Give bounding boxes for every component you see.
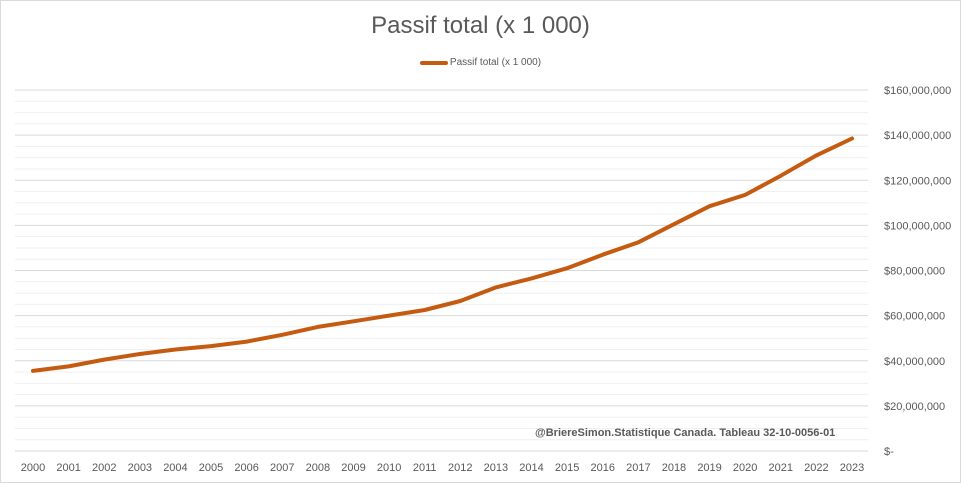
y-tick-label: $80,000,000: [884, 266, 945, 278]
x-tick-label: 2023: [840, 462, 864, 474]
x-tick-label: 2009: [341, 462, 365, 474]
source-annotation: @BriereSimon.Statistique Canada. Tableau…: [535, 427, 835, 439]
x-tick-label: 2006: [234, 462, 258, 474]
x-tick-label: 2000: [21, 462, 45, 474]
x-tick-label: 2007: [270, 462, 294, 474]
x-tick-label: 2005: [199, 462, 223, 474]
x-tick-label: 2018: [662, 462, 686, 474]
x-tick-label: 2017: [626, 462, 650, 474]
x-tick-label: 2013: [484, 462, 508, 474]
series-line: [31, 136, 854, 373]
x-tick-label: 2010: [377, 462, 401, 474]
y-tick-label: $60,000,000: [884, 311, 945, 323]
y-tick-label: $20,000,000: [884, 401, 945, 413]
x-tick-label: 2014: [519, 462, 543, 474]
gridlines: [15, 89, 868, 452]
legend-label: Passif total (x 1 000): [449, 57, 542, 68]
x-tick-label: 2020: [733, 462, 757, 474]
y-tick-label: $-: [884, 446, 894, 458]
y-tick-label: $100,000,000: [884, 220, 951, 232]
x-tick-label: 2019: [697, 462, 721, 474]
x-tick-label: 2011: [413, 462, 437, 474]
y-tick-label: $140,000,000: [884, 130, 951, 142]
x-tick-label: 2012: [448, 462, 472, 474]
x-tick-label: 2004: [163, 462, 187, 474]
x-tick-label: 2021: [769, 462, 793, 474]
y-tick-label: $120,000,000: [884, 175, 951, 187]
legend: Passif total (x 1 000): [0, 57, 961, 68]
y-tick-label: $40,000,000: [884, 356, 945, 368]
x-tick-label: 2008: [306, 462, 330, 474]
chart-title: Passif total (x 1 000): [371, 12, 590, 39]
x-axis-ticks: 2000 2001 2002 2003 2004 2005 2006 2007 2008 2009…: [21, 462, 864, 474]
x-tick-label: 2015: [555, 462, 579, 474]
x-tick-label: 2003: [128, 462, 152, 474]
x-tick-label: 2002: [92, 462, 116, 474]
x-tick-label: 2016: [590, 462, 614, 474]
legend-swatch: [419, 60, 448, 65]
x-tick-label: 2022: [804, 462, 828, 474]
y-axis-ticks: $- $20,000,000 $40,000,000 $60,000,000 $80,0…: [884, 85, 951, 458]
x-tick-label: 2001: [56, 462, 80, 474]
series-group: [31, 136, 854, 373]
y-tick-label: $160,000,000: [884, 85, 951, 97]
